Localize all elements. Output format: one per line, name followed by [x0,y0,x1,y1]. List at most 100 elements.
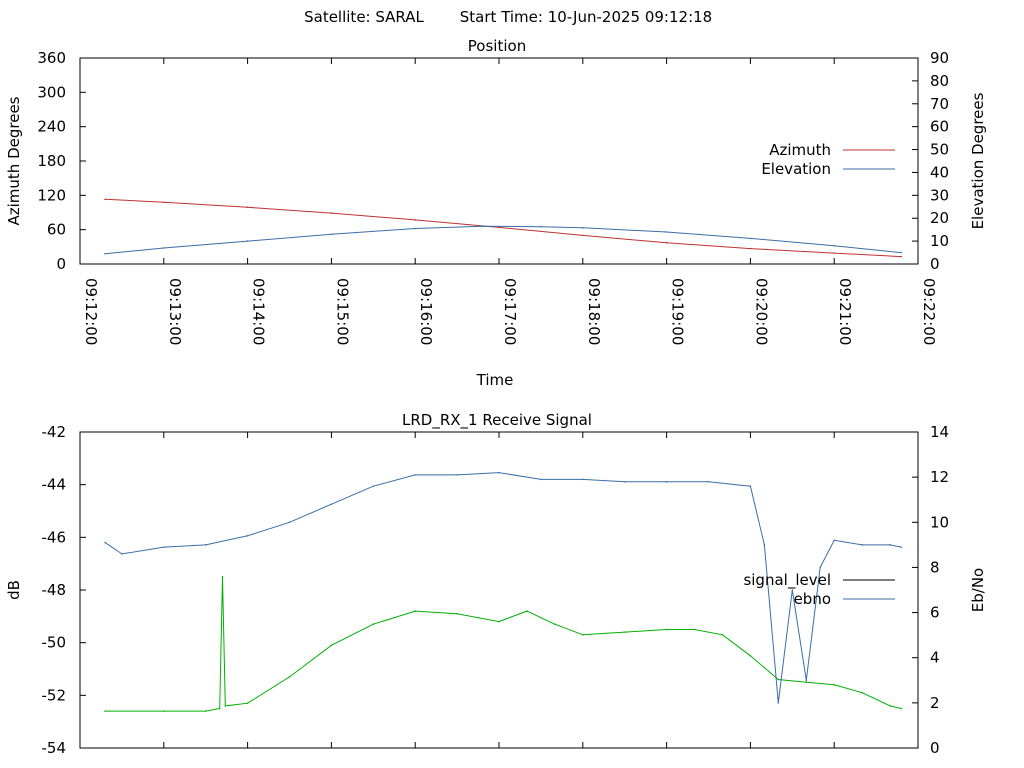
data-point-ebno [456,474,458,476]
legend-label: signal_level [743,571,831,590]
y2-tick-label: 8 [930,558,940,576]
data-point-Elevation [540,225,542,228]
y2-tick-label: 6 [930,604,940,622]
position-y-label: Azimuth Degrees [5,96,23,225]
data-point-signal_level [900,707,903,710]
x-tick-label: 09:22:00 [920,278,938,345]
y2-tick-label: 10 [930,513,949,531]
data-point-signal_level [582,633,584,636]
x-tick-label: 09:12:00 [82,278,100,345]
data-point-Elevation [104,252,106,255]
data-point-Azimuth [414,219,417,221]
y-tick-label: 60 [47,221,66,239]
y2-tick-label: 30 [930,186,949,204]
data-point-ebno [582,478,584,481]
data-point-signal_level [288,676,291,678]
data-point-ebno [900,546,903,548]
y2-tick-label: 20 [930,209,949,227]
data-point-Azimuth [104,198,106,201]
y2-tick-label: 80 [930,72,949,90]
data-point-signal_level [414,610,417,612]
data-point-signal_level [861,691,863,694]
data-point-ebno [623,480,626,483]
data-point-Elevation [246,240,249,242]
data-point-signal_level [889,705,891,707]
data-point-ebno [707,480,710,483]
data-point-signal_level [104,710,106,712]
data-point-ebno [833,539,835,542]
data-point-ebno [414,474,417,476]
y-tick-label: 300 [37,83,66,101]
data-point-ebno [121,553,123,555]
y-tick-label: 360 [37,49,66,67]
y-tick-label: -42 [42,423,67,441]
series-line-signal_level [105,576,902,712]
data-point-ebno [749,485,752,487]
series-line-ebno [104,472,902,703]
data-point-ebno [819,566,822,569]
data-point-Azimuth [833,252,835,254]
position-y2-label: Elevation Degrees [969,92,987,229]
data-point-Azimuth [900,255,903,258]
data-point-signal_level [221,576,224,578]
y-tick-label: 0 [56,255,66,273]
data-point-ebno [204,544,207,546]
data-point-Azimuth [498,226,500,229]
data-point-signal_level [330,644,333,647]
data-point-ebno [540,478,542,481]
legend-label: ebno [794,590,831,608]
data-point-signal_level [246,702,249,705]
data-point-signal_level [693,628,696,631]
header-satellite: Satellite: SARAL [304,8,424,26]
x-tick-label: 09:20:00 [752,278,770,345]
x-tick-label: 09:13:00 [166,278,184,345]
position-x-label: Time [476,371,514,389]
y-tick-label: -48 [42,581,67,599]
data-point-signal_level [777,678,780,681]
data-point-signal_level [721,633,724,636]
data-point-signal_level [163,710,165,712]
data-point-signal_level [805,681,808,683]
y-tick-label: -52 [42,686,67,704]
y2-tick-label: 4 [930,649,940,667]
y2-tick-label: 14 [930,423,949,441]
y2-tick-label: 50 [930,141,949,159]
legend-label: Elevation [761,160,831,178]
data-point-ebno [163,546,165,548]
data-point-ebno [889,544,891,546]
data-point-ebno [330,503,333,506]
y2-tick-label: 90 [930,49,949,67]
data-point-ebno [372,485,375,487]
y2-tick-label: 2 [930,694,940,712]
data-point-signal_level [224,705,227,707]
data-point-Azimuth [582,234,584,237]
data-point-Elevation [330,233,333,236]
data-point-Azimuth [749,247,752,250]
data-point-signal_level [498,620,500,623]
data-point-signal_level [623,631,626,633]
data-point-signal_level [372,623,375,626]
position-title: Position [468,37,526,55]
header-start-time: Start Time: 10-Jun-2025 09:12:18 [460,8,712,26]
y-tick-label: -44 [42,476,67,494]
data-point-signal_level [554,623,556,626]
data-point-signal_level [456,612,458,615]
data-point-ebno [288,521,291,524]
data-point-ebno [665,480,668,483]
y2-tick-label: 0 [930,255,940,273]
data-point-Elevation [749,237,752,240]
data-point-ebno [791,589,794,591]
y2-tick-label: 12 [930,468,949,486]
data-point-ebno [498,471,500,474]
data-point-Elevation [481,225,484,228]
data-point-ebno [246,535,249,537]
data-point-ebno [763,544,766,546]
y-tick-label: 120 [37,186,66,204]
data-point-signal_level [204,710,207,712]
data-point-Elevation [833,244,835,247]
data-point-Elevation [582,227,584,229]
data-point-Azimuth [330,212,333,214]
y-tick-label: -54 [42,739,67,757]
x-tick-label: 09:21:00 [836,278,854,345]
